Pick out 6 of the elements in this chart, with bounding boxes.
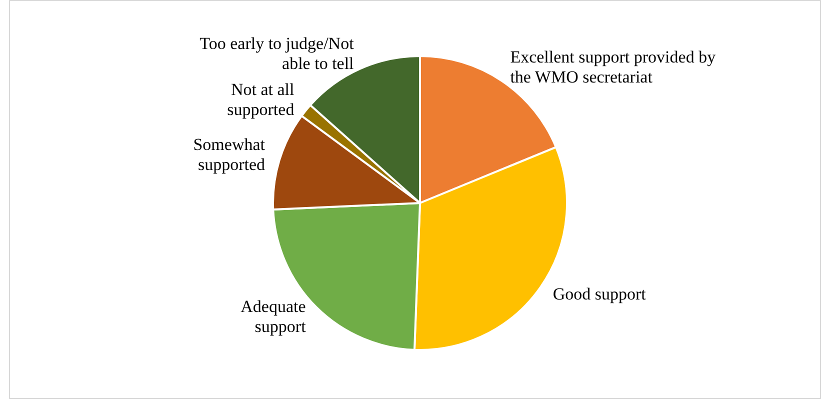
slice-label: Adequate support: [240, 296, 306, 336]
slice-label: Too early to judge/Not able to tell: [200, 34, 354, 74]
slice-label: Not at all supported: [227, 80, 295, 119]
slice-label: Excellent support provided by the WMO secretariat: [510, 47, 716, 86]
slice-label: Somewhat supported: [193, 134, 266, 174]
slice-label: Good support: [552, 284, 646, 304]
